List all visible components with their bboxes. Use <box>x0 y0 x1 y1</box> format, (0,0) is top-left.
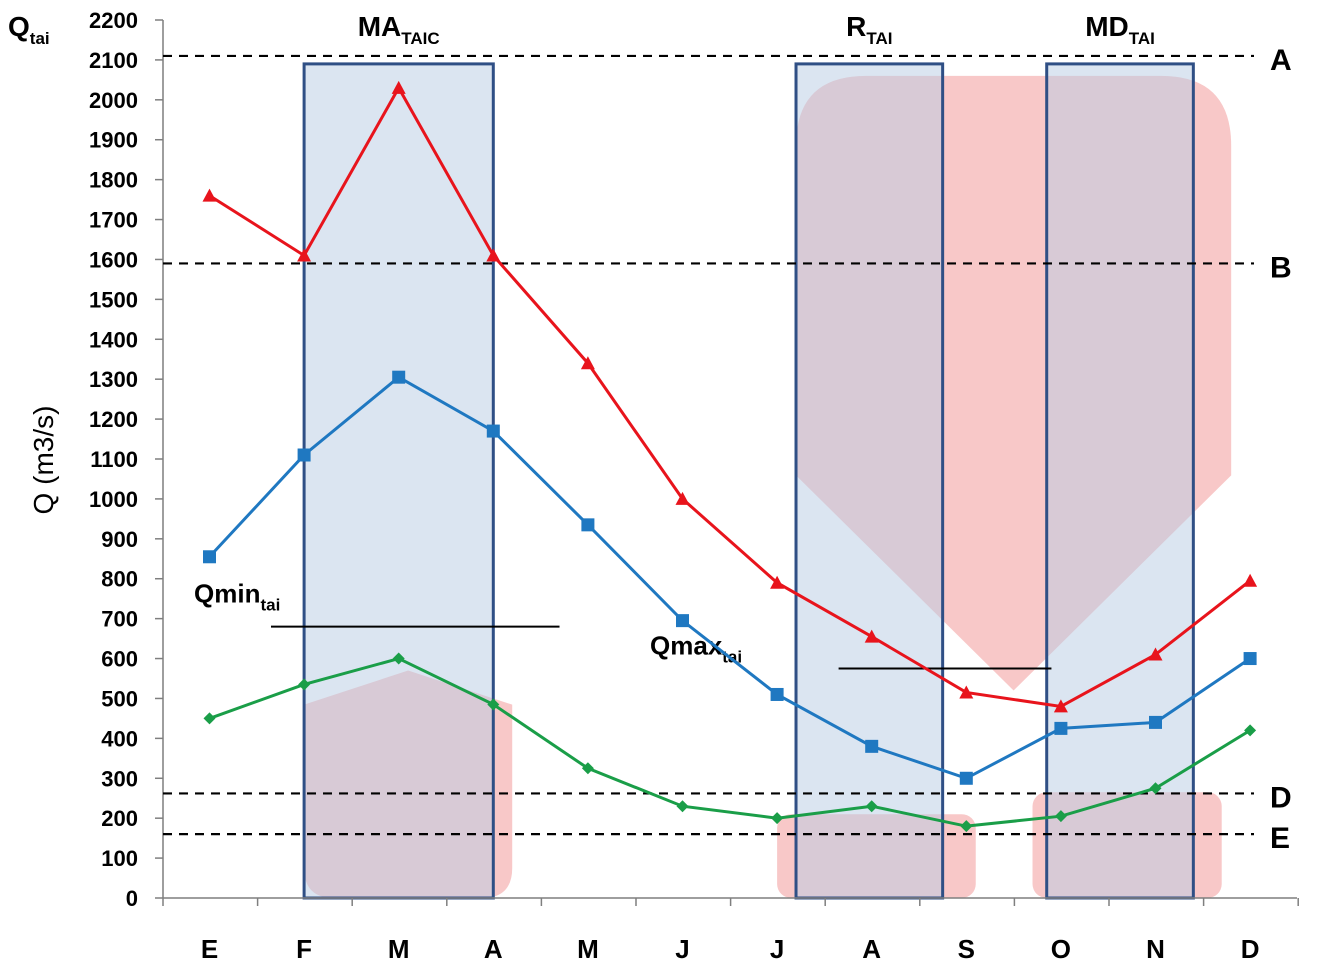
series-line-3 <box>208 656 1251 828</box>
period-box-3 <box>1045 62 1195 900</box>
y-ticks: 0 100 200 300 400 500 600 700 800 900 1000 1100 1200… <box>89 8 163 911</box>
series-point <box>865 739 879 753</box>
series-point <box>865 800 878 813</box>
x-tick-label: A <box>862 934 881 964</box>
series-point <box>202 188 217 202</box>
series-point <box>581 762 594 775</box>
series-point <box>771 812 784 825</box>
flow-line-label-1: Qmintai <box>194 579 280 615</box>
period-label-1: MATAIC <box>358 11 440 48</box>
y-tick-label: 300 <box>101 766 138 791</box>
y-tick-label: 1900 <box>89 128 138 153</box>
x-tick-label: M <box>388 934 410 964</box>
y-tick-label: 2200 <box>89 8 138 33</box>
x-tick-label: N <box>1146 934 1165 964</box>
y-tick-label: 600 <box>101 647 138 672</box>
threshold-lines: A B DE <box>163 44 1292 855</box>
y-tick-label: 1300 <box>89 367 138 392</box>
threshold-label-B: B <box>1270 251 1292 284</box>
series-point <box>487 698 500 711</box>
y-tick-label: 1600 <box>89 247 138 272</box>
threshold-label-E: E <box>1270 822 1290 855</box>
x-tick-label: S <box>958 934 975 964</box>
y-tick-label: 200 <box>101 806 138 831</box>
series-point <box>1053 699 1068 713</box>
y-tick-label: 2000 <box>89 88 138 113</box>
series-point <box>770 687 784 701</box>
series-line-2 <box>208 375 1251 780</box>
y-tick-label: 0 <box>126 886 138 911</box>
y-tick-label: 1000 <box>89 487 138 512</box>
series-point <box>297 248 312 262</box>
y-tick-label: 1100 <box>90 447 138 472</box>
series-point <box>203 712 216 725</box>
series-point <box>1244 724 1257 737</box>
series-point <box>675 491 690 505</box>
series-point <box>1243 573 1258 587</box>
series-line-1 <box>208 84 1252 708</box>
x-tick-label: M <box>577 934 599 964</box>
flow-lines: Qmintai Qmaxtai <box>194 579 1052 670</box>
series-point <box>581 518 595 532</box>
threshold-label-A: A <box>1270 44 1292 77</box>
series-point <box>676 800 689 813</box>
y-top-label: Qtai <box>8 11 50 48</box>
y-tick-label: 800 <box>101 567 138 592</box>
x-tick-label: F <box>296 934 312 964</box>
series-point <box>1149 715 1162 729</box>
series-point <box>486 424 500 438</box>
series-point <box>392 652 405 665</box>
y-tick-label: 1400 <box>89 327 138 352</box>
series-point <box>580 356 595 370</box>
series-point <box>959 685 974 699</box>
series-point <box>770 575 785 589</box>
y-tick-label: 100 <box>101 846 138 871</box>
series-point <box>297 448 311 462</box>
flow-line-label-2: Qmaxtai <box>650 631 742 667</box>
series-point <box>392 370 406 384</box>
series-point <box>864 629 879 643</box>
x-tick-label: O <box>1051 934 1071 964</box>
series-point <box>391 80 406 94</box>
y-tick-label: 400 <box>101 726 138 751</box>
y-tick-label: 500 <box>101 686 138 711</box>
period-box-1 <box>302 62 495 900</box>
y-tick-label: 700 <box>101 607 138 632</box>
y-tick-label: 2100 <box>89 48 138 73</box>
series-point <box>1243 652 1257 666</box>
x-tick-label: J <box>675 934 689 964</box>
period-box-2 <box>794 62 945 900</box>
y-tick-label: 900 <box>101 527 138 552</box>
x-tick-label: E <box>201 934 218 964</box>
series-point <box>1054 721 1068 735</box>
series-point <box>1148 647 1163 661</box>
series <box>202 80 1258 833</box>
series-point <box>959 771 973 785</box>
series-point <box>1149 782 1162 795</box>
series-point <box>676 614 689 628</box>
y-tick-label: 1500 <box>89 287 138 312</box>
period-label-3: MDTAI <box>1085 11 1155 48</box>
series-point <box>1054 810 1067 823</box>
period-label-2: RTAI <box>846 11 892 48</box>
y-tick-label: 1200 <box>89 407 138 432</box>
x-tick-label: A <box>484 934 503 964</box>
series-point <box>486 248 501 262</box>
y-tick-label: 1800 <box>89 168 138 193</box>
series-point <box>203 550 216 564</box>
x-tick-label: J <box>770 934 784 964</box>
series-point <box>298 678 311 691</box>
threshold-label-D: D <box>1270 781 1292 814</box>
series-point <box>960 820 973 833</box>
y-axis-label: Q (m3/s) <box>28 406 59 515</box>
x-tick-label: D <box>1241 934 1260 964</box>
y-tick-label: 1700 <box>89 208 138 233</box>
period-boxes: MATAIC RTAI MDTAI <box>302 11 1195 900</box>
